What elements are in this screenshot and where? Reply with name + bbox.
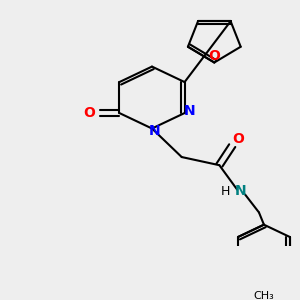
Text: O: O bbox=[208, 49, 220, 63]
Text: N: N bbox=[234, 184, 246, 198]
Text: N: N bbox=[184, 104, 195, 118]
Text: O: O bbox=[84, 106, 96, 120]
Text: N: N bbox=[149, 124, 161, 138]
Text: CH₃: CH₃ bbox=[254, 291, 274, 300]
Text: H: H bbox=[220, 185, 230, 198]
Text: O: O bbox=[232, 132, 244, 146]
